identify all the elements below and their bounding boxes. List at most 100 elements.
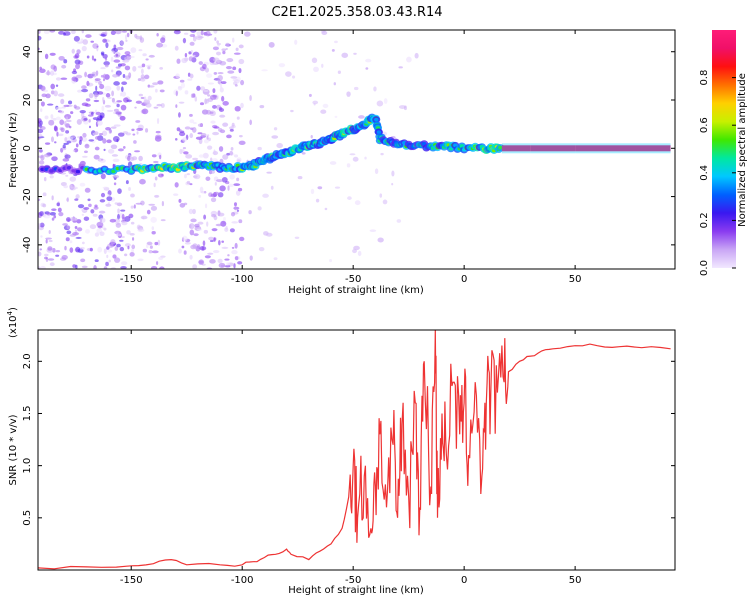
- snr-y-tick-label: 0.5: [22, 510, 33, 526]
- noise-speck: [334, 115, 338, 118]
- noise-speck: [273, 127, 278, 131]
- noise-speck: [38, 133, 43, 138]
- noise-speck: [175, 73, 180, 79]
- noise-speck: [217, 43, 220, 47]
- noise-speck: [55, 106, 63, 110]
- noise-speck: [83, 206, 90, 210]
- noise-speck: [76, 49, 81, 55]
- noise-speck: [139, 178, 146, 185]
- noise-speck: [102, 38, 108, 43]
- noise-speck: [184, 242, 191, 245]
- noise-speck: [221, 95, 225, 102]
- noise-speck: [148, 54, 155, 58]
- noise-speck: [222, 154, 229, 160]
- noise-speck: [236, 116, 240, 120]
- noise-speck: [125, 180, 129, 185]
- noise-speck: [207, 145, 213, 150]
- noise-speck: [221, 177, 228, 183]
- noise-speck: [233, 52, 241, 55]
- noise-speck: [217, 72, 224, 75]
- noise-speck: [208, 236, 214, 241]
- noise-speck: [76, 227, 83, 232]
- noise-speck: [334, 186, 341, 189]
- noise-speck: [312, 100, 319, 105]
- noise-speck: [203, 229, 209, 234]
- noise-speck: [292, 75, 296, 79]
- noise-speck: [211, 228, 218, 232]
- noise-speck: [143, 96, 147, 102]
- noise-speck: [210, 197, 217, 203]
- noise-speck: [66, 230, 72, 235]
- noise-speck: [261, 69, 268, 72]
- noise-speck: [65, 116, 69, 121]
- noise-speck: [38, 30, 41, 34]
- noise-speck: [115, 66, 121, 69]
- noise-speck: [156, 33, 159, 37]
- noise-speck: [193, 233, 199, 237]
- noise-speck: [43, 89, 48, 93]
- noise-speck: [85, 98, 91, 102]
- noise-speck: [55, 249, 61, 253]
- noise-speck: [212, 104, 217, 109]
- noise-speck: [38, 251, 42, 257]
- noise-speck: [329, 259, 333, 263]
- noise-speck: [104, 85, 112, 92]
- noise-speck: [113, 182, 117, 186]
- noise-speck: [98, 210, 106, 214]
- noise-speck: [51, 208, 57, 212]
- noise-speck: [108, 39, 111, 43]
- noise-speck: [124, 253, 128, 257]
- noise-speck: [232, 66, 237, 71]
- noise-speck: [119, 246, 125, 252]
- noise-speck: [63, 59, 68, 64]
- noise-speck: [121, 81, 128, 86]
- noise-speck: [192, 264, 198, 269]
- noise-speck: [54, 141, 57, 144]
- noise-speck: [204, 203, 208, 209]
- noise-speck: [81, 30, 84, 34]
- noise-speck: [112, 158, 120, 163]
- noise-speck: [59, 119, 65, 126]
- noise-speck: [189, 113, 193, 117]
- noise-speck: [205, 109, 212, 115]
- spectrogram-x-tick-label: -150: [120, 274, 143, 285]
- noise-speck: [88, 125, 92, 129]
- spectrogram-y-tick-label: 0: [22, 145, 33, 151]
- noise-speck: [43, 177, 47, 182]
- chart-title: C2E1.2025.358.03.43.R14: [271, 5, 442, 20]
- noise-speck: [207, 252, 214, 255]
- noise-speck: [113, 111, 117, 115]
- ridge-halo: [619, 143, 671, 154]
- noise-speck: [117, 132, 125, 137]
- noise-speck: [177, 86, 183, 91]
- noise-speck: [140, 96, 145, 99]
- noise-speck: [229, 228, 235, 233]
- noise-speck: [202, 63, 207, 70]
- noise-speck: [219, 87, 224, 93]
- noise-speck: [311, 57, 318, 64]
- noise-speck: [121, 235, 125, 239]
- noise-speck: [129, 252, 135, 257]
- noise-speck: [84, 103, 91, 107]
- noise-speck: [84, 71, 88, 78]
- noise-speck: [186, 180, 191, 185]
- noise-speck: [160, 219, 166, 222]
- noise-speck: [290, 109, 294, 113]
- noise-speck: [154, 194, 160, 198]
- noise-speck: [48, 119, 55, 126]
- noise-speck: [182, 235, 188, 242]
- noise-speck: [202, 240, 206, 247]
- noise-speck: [71, 70, 78, 75]
- noise-speck: [218, 146, 224, 152]
- noise-speck: [75, 63, 80, 70]
- noise-speck: [38, 35, 42, 41]
- spectrogram-x-tick-label: 0: [461, 274, 467, 285]
- noise-speck: [369, 229, 377, 233]
- noise-speck: [113, 81, 120, 86]
- noise-speck: [68, 100, 73, 105]
- noise-speck: [72, 149, 76, 152]
- noise-speck: [190, 49, 193, 53]
- noise-speck: [136, 127, 144, 131]
- noise-speck: [231, 221, 239, 224]
- noise-speck: [79, 110, 86, 114]
